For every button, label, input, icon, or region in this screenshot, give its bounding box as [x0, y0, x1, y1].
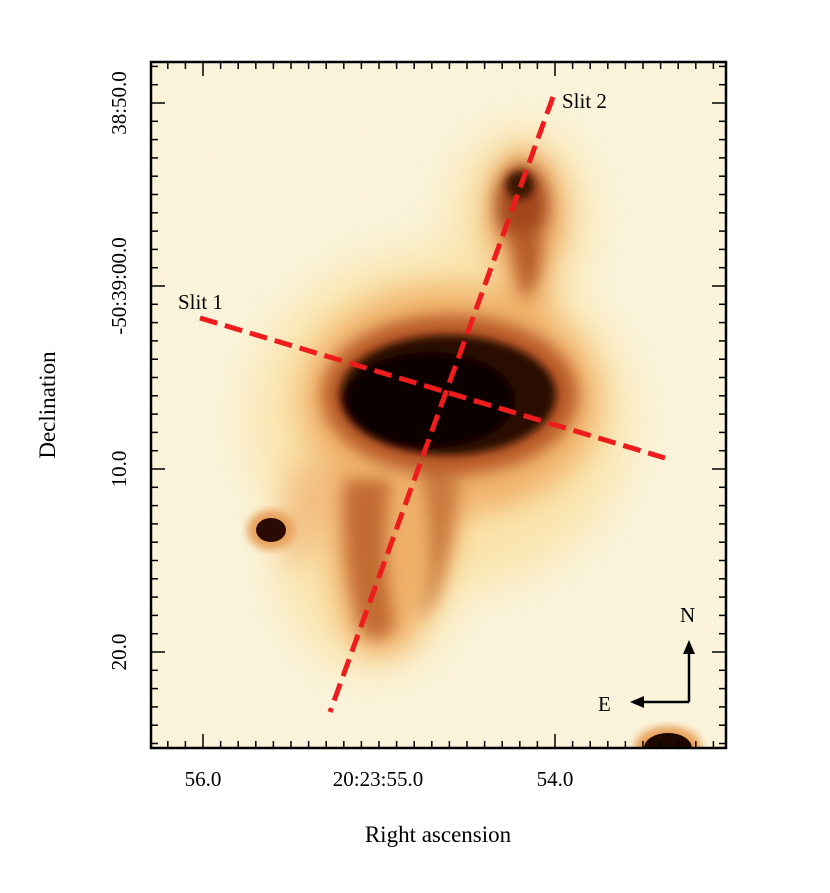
north-label: N: [680, 603, 695, 627]
star-bottom-right: [634, 726, 702, 748]
east-arrow-head-icon: [630, 696, 644, 708]
y-tick-label-1: -50:39:00.0: [107, 237, 131, 334]
slit-2-label: Slit 2: [562, 89, 607, 113]
x-tick-label-1: 20:23:55.0: [333, 767, 423, 791]
north-arrow-head-icon: [683, 640, 695, 654]
x-tick-label-2: 54.0: [537, 767, 574, 791]
y-tick-label-0: 38:50.0: [107, 71, 131, 135]
minor-ticks: [151, 62, 726, 748]
x-tick-label-0: 56.0: [185, 767, 222, 791]
east-label: E: [598, 692, 611, 716]
y-tick-label-2: 10.0: [107, 451, 131, 488]
star-left: [247, 510, 295, 550]
image-panel: [151, 62, 726, 748]
slit-1-line: [199, 315, 666, 461]
y-axis-title: Declination: [35, 351, 60, 459]
slit-1-label: Slit 1: [178, 290, 223, 314]
slit-2-line: [327, 96, 556, 713]
y-tick-label-3: 20.0: [107, 634, 131, 671]
x-axis-title: Right ascension: [365, 822, 512, 847]
axes-frame: [149, 60, 728, 750]
compass: N E: [598, 603, 695, 716]
